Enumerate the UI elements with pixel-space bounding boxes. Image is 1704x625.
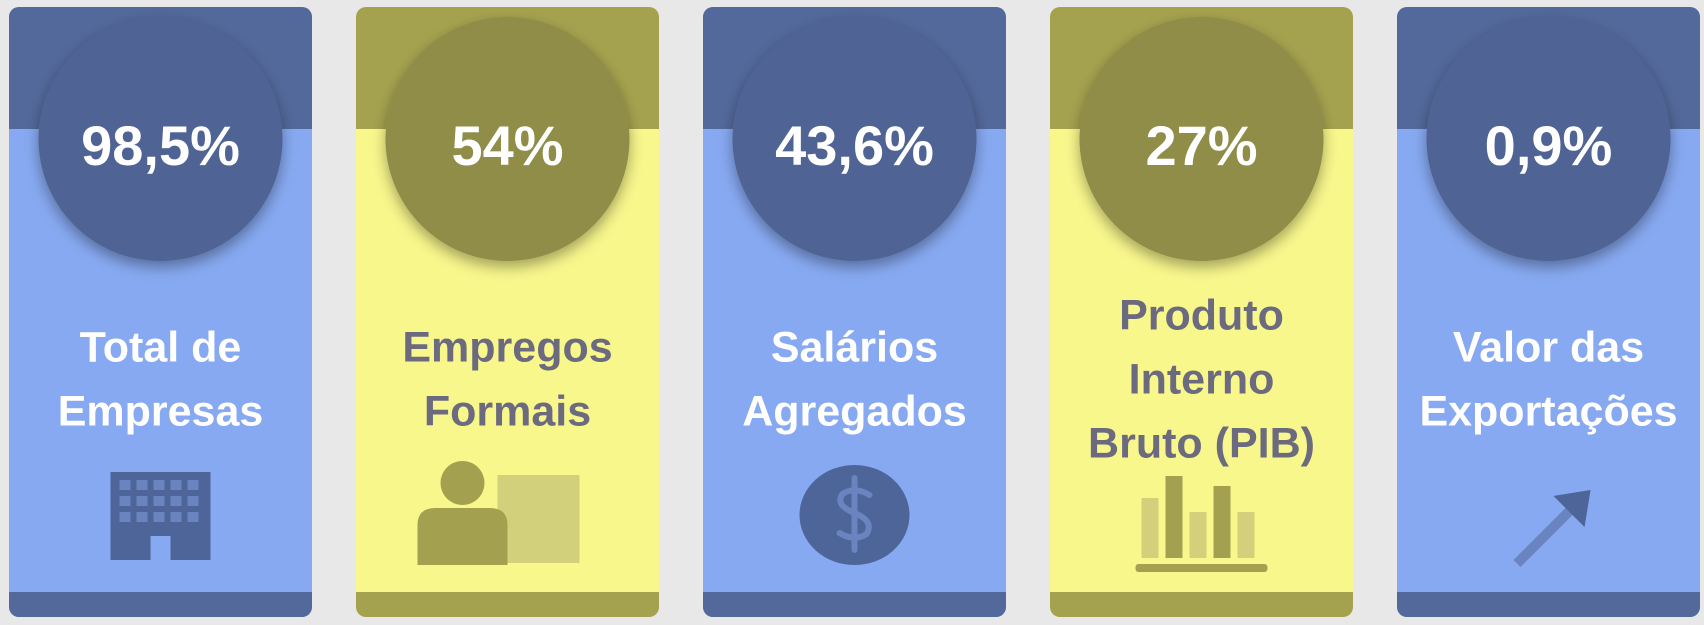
card-bottom-band xyxy=(1397,592,1700,617)
building-window xyxy=(153,512,165,522)
card: 98,5% Total de Empresas xyxy=(9,7,312,617)
card-value: 27% xyxy=(1145,114,1257,177)
card: 0,9% Valor das Exportações xyxy=(1397,7,1700,617)
card-bottom-band xyxy=(1050,592,1353,617)
baseline-icon xyxy=(1135,564,1268,572)
dollar-sign xyxy=(836,475,873,553)
card: 54% Empregos Formais xyxy=(356,7,659,617)
building-window xyxy=(119,496,131,506)
person-body xyxy=(417,508,508,565)
person-head xyxy=(440,461,485,505)
building-window xyxy=(136,512,148,522)
card-label: Produto xyxy=(1119,291,1284,339)
value-circle xyxy=(385,17,630,261)
card-bottom-band xyxy=(9,592,312,617)
arrow-head xyxy=(1553,490,1591,527)
card-label: Total de xyxy=(80,323,242,371)
bar-icon xyxy=(1165,476,1183,558)
card-label: Exportações xyxy=(1419,387,1677,435)
card-value: 43,6% xyxy=(775,114,934,177)
bar-icon xyxy=(1237,512,1255,558)
building-window xyxy=(136,480,148,490)
card-value: 54% xyxy=(451,114,563,177)
bar-icon xyxy=(1213,486,1231,558)
building-door xyxy=(150,536,171,560)
building-window xyxy=(187,496,199,506)
card-label: Empresas xyxy=(58,387,264,435)
card: 43,6% Salários Agregados xyxy=(703,7,1006,617)
value-circle xyxy=(1079,17,1324,261)
value-circle xyxy=(1426,17,1671,261)
card-bottom-band xyxy=(703,592,1006,617)
building-window xyxy=(136,496,148,506)
building-icon xyxy=(497,475,580,563)
building-window xyxy=(187,480,199,490)
card-value: 98,5% xyxy=(81,114,240,177)
card-label: Valor das xyxy=(1453,323,1644,371)
card-label: Empregos xyxy=(402,323,612,371)
card-label: Agregados xyxy=(742,387,967,435)
building-window xyxy=(153,480,165,490)
card-label: Bruto (PIB) xyxy=(1088,419,1315,467)
building-window xyxy=(170,496,182,506)
building-window xyxy=(170,512,182,522)
value-circle xyxy=(38,17,283,261)
bar-icon xyxy=(1141,498,1159,558)
building-window xyxy=(119,512,131,522)
value-circle xyxy=(732,17,977,261)
building-window xyxy=(170,480,182,490)
building-window xyxy=(119,480,131,490)
card-bottom-band xyxy=(356,592,659,617)
card: 27% Produto Interno Bruto (PIB) xyxy=(1050,7,1353,617)
building-window xyxy=(153,496,165,506)
card-label: Interno xyxy=(1129,355,1275,403)
building-window xyxy=(187,512,199,522)
bar-icon xyxy=(1189,512,1207,558)
card-label: Salários xyxy=(771,323,938,371)
card-label: Formais xyxy=(424,387,591,435)
card-value: 0,9% xyxy=(1485,114,1613,177)
